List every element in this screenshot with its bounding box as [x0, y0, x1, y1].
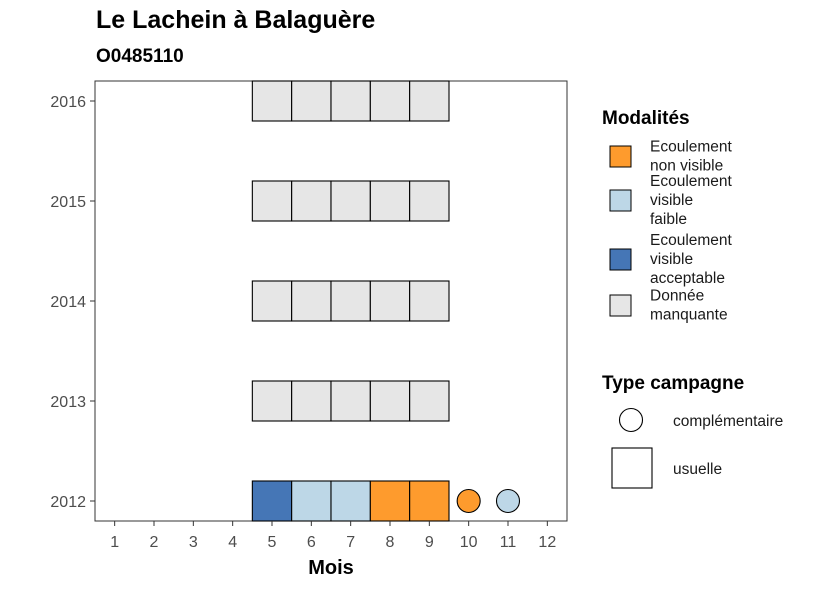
tile-2013-5: [251, 380, 293, 422]
y-tick-label-2016: 2016: [50, 94, 86, 111]
x-tick-label-7: 7: [346, 534, 355, 551]
x-tick-label-12: 12: [538, 534, 556, 551]
legend-label-0-0: Ecoulement: [650, 139, 733, 156]
legend-campagne-key-1: [611, 447, 653, 489]
x-tick-label-2: 2: [150, 534, 159, 551]
tile-2015-9: [409, 180, 450, 222]
tile-2016-9: [409, 80, 450, 122]
legend-label-0-1: non visible: [650, 158, 723, 175]
tile-2012-8: [369, 480, 411, 522]
legend-key-1: [609, 189, 632, 212]
x-tick-label-4: 4: [228, 534, 237, 551]
tile-2015-6: [291, 180, 332, 222]
legend-label-2-1: visible: [650, 251, 693, 268]
legend-type-campagne: Type campagne complémentaire usuelle: [602, 373, 783, 489]
tile-2012-5: [251, 480, 293, 522]
x-axis-label: Mois: [308, 557, 354, 579]
tile-2015-8: [369, 180, 411, 222]
point-2012-10: [456, 488, 481, 514]
y-tick-label-2014: 2014: [50, 294, 86, 311]
legend-key-0: [609, 145, 632, 168]
x-tick-label-6: 6: [307, 534, 316, 551]
legend-label-3-1: manquante: [650, 307, 728, 324]
legend-campagne-label-1: usuelle: [673, 461, 722, 478]
tile-2013-6: [291, 380, 332, 422]
tile-2014-8: [369, 280, 411, 322]
x-tick-label-9: 9: [425, 534, 434, 551]
tile-2016-8: [369, 80, 411, 122]
tile-2012-6: [291, 480, 332, 522]
tile-2013-7: [330, 380, 371, 422]
legend-label-1-0: Ecoulement: [650, 173, 733, 190]
legend-label-1-1: visible: [650, 192, 693, 209]
tile-2016-6: [291, 80, 332, 122]
legend-key-2: [609, 248, 632, 271]
legend-label-1-2: faible: [650, 211, 687, 228]
tile-2013-9: [409, 380, 450, 422]
tile-2014-6: [291, 280, 332, 322]
tile-2015-7: [330, 180, 371, 222]
data-marks: [251, 80, 521, 522]
x-tick-label-5: 5: [268, 534, 277, 551]
tile-2012-7: [330, 480, 371, 522]
tile-2015-5: [251, 180, 293, 222]
y-tick-label-2013: 2013: [50, 394, 86, 411]
legend-campagne-key-0: [618, 407, 644, 433]
legend-modalites-title: Modalités: [602, 108, 690, 129]
legend-label-3-0: Donnée: [650, 288, 704, 305]
legend-label-2-2: acceptable: [650, 270, 725, 287]
tile-2013-8: [369, 380, 411, 422]
y-tick-label-2012: 2012: [50, 494, 86, 511]
chart-title: Le Lachein à Balaguère: [96, 6, 376, 34]
legend-label-2-0: Ecoulement: [650, 232, 733, 249]
tile-2016-5: [251, 80, 293, 122]
x-tick-label-8: 8: [386, 534, 395, 551]
point-2012-11: [495, 488, 521, 514]
tile-2014-7: [330, 280, 371, 322]
tile-2014-5: [251, 280, 293, 322]
tile-2016-7: [330, 80, 371, 122]
x-tick-label-11: 11: [500, 534, 517, 551]
chart-subtitle: O0485110: [96, 46, 184, 67]
tile-2012-9: [409, 480, 450, 522]
x-tick-label-1: 1: [110, 534, 119, 551]
x-tick-label-3: 3: [189, 534, 198, 551]
legend-campagne-label-0: complémentaire: [673, 413, 783, 430]
x-tick-label-10: 10: [460, 534, 478, 551]
y-tick-label-2015: 2015: [50, 194, 86, 211]
tile-2014-9: [409, 280, 450, 322]
legend-campagne-title: Type campagne: [602, 373, 744, 394]
legend-key-3: [609, 294, 632, 317]
